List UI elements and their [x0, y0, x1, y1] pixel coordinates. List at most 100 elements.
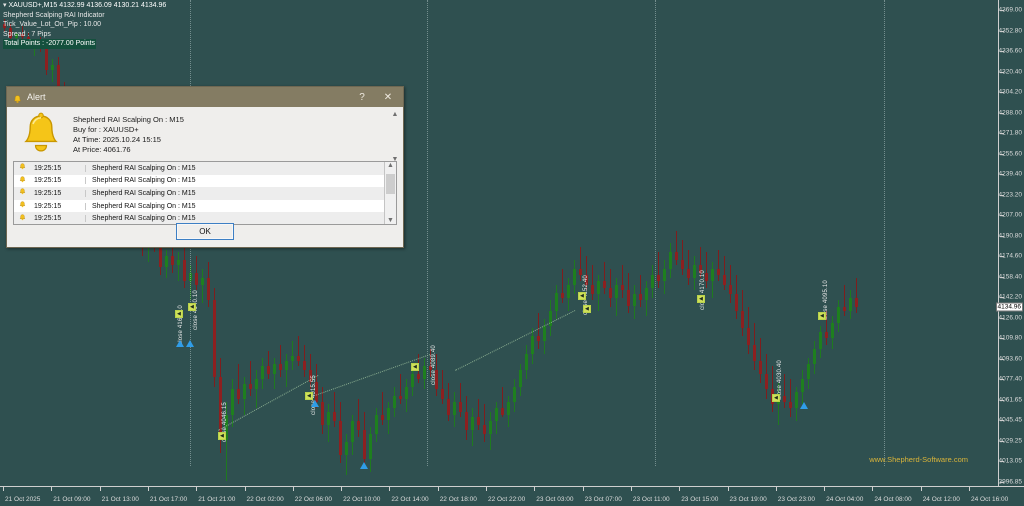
buy-arrow-icon: [176, 340, 184, 347]
alert-list-row[interactable]: 19:25:15 Shepherd RAI Scalping On : M15: [14, 175, 396, 188]
candle-wick: [562, 268, 563, 303]
buy-arrow-icon: [360, 462, 368, 469]
time-axis-tick: [582, 486, 584, 491]
candle-wick: [382, 391, 383, 425]
candle-body: [435, 370, 438, 390]
message-scrollbar[interactable]: ▲ ▼: [390, 111, 400, 163]
candle-body: [537, 335, 540, 342]
chevron-down-icon[interactable]: ▼: [387, 217, 394, 224]
alert-list-row[interactable]: 19:25:15 Shepherd RAI Scalping On : M15: [14, 200, 396, 213]
price-axis-tick: [1000, 71, 1004, 73]
list-scrollbar[interactable]: ▲ ▼: [384, 162, 396, 224]
candle-body: [831, 323, 834, 339]
candle-body: [321, 401, 324, 425]
candle-wick: [334, 391, 335, 428]
candle-body: [213, 300, 216, 377]
candle-wick: [250, 361, 251, 396]
candle-body: [393, 395, 396, 409]
ok-button[interactable]: OK: [176, 223, 234, 240]
candle-body: [645, 287, 648, 301]
chart-gridline: [427, 0, 428, 466]
time-axis-tick: [3, 486, 4, 491]
price-axis-label: 4239.40: [998, 170, 1023, 178]
scrollbar-thumb[interactable]: [386, 174, 395, 194]
price-axis-tick: [1000, 112, 1004, 114]
price-axis-tick: [1000, 10, 1004, 11]
candle-body: [555, 292, 558, 311]
price-axis-tick: [1000, 338, 1004, 340]
alert-row-time: 19:25:15: [30, 164, 86, 172]
alert-msg-line-2: Buy for : XAUUSD+: [73, 125, 139, 134]
candle-body: [21, 34, 24, 37]
candle-body: [747, 328, 750, 345]
candle-body: [795, 391, 798, 409]
triangle-down-icon[interactable]: ▾: [3, 2, 7, 9]
candle-body: [789, 401, 792, 409]
candle-wick: [784, 374, 785, 409]
candle-wick: [718, 249, 719, 282]
candle-wick: [502, 386, 503, 418]
candle-body: [465, 412, 468, 430]
alert-list-row[interactable]: 19:25:15 Shepherd RAI Scalping On : M15: [14, 187, 396, 200]
signal-box: ◀: [697, 295, 705, 303]
candle-body: [687, 268, 690, 278]
candle-body: [423, 366, 426, 380]
chevron-up-icon[interactable]: ▲: [391, 111, 399, 118]
candle-body: [501, 408, 504, 415]
candle-wick: [292, 341, 293, 371]
signal-box: ◀: [772, 394, 780, 402]
signal-box: ◀: [188, 303, 196, 311]
alert-list-row[interactable]: 19:25:15 Shepherd RAI Scalping On : M15: [14, 212, 396, 224]
candle-body: [177, 259, 180, 265]
price-axis-tick: [1000, 30, 1004, 32]
candle-body: [417, 374, 420, 380]
time-axis[interactable]: 21 Oct 2025 21 Oct 09:00 21 Oct 13:00 21 Oc…: [0, 486, 1024, 506]
candle-body: [453, 401, 456, 415]
close-icon[interactable]: ✕: [383, 91, 393, 103]
candle-wick: [484, 404, 485, 443]
chevron-down-icon[interactable]: ▼: [391, 156, 399, 163]
candle-body: [363, 429, 366, 459]
candle-body: [759, 361, 762, 374]
time-axis-tick: [775, 486, 777, 491]
price-axis-tick: [1000, 235, 1004, 237]
candle-body: [237, 389, 240, 400]
alert-list-row[interactable]: 19:25:15 Shepherd RAI Scalping On : M15: [14, 162, 396, 175]
time-axis-label: 23 Oct 15:00: [681, 496, 719, 503]
alert-msg-line-4: At Price: 4061.76: [73, 145, 131, 154]
price-axis-label: 4288.00: [998, 109, 1023, 117]
candle-body: [471, 417, 474, 430]
price-axis-tick: [1000, 399, 1004, 401]
alert-rows-host: 19:25:15 Shepherd RAI Scalping On : M15 19…: [14, 162, 396, 224]
chevron-up-icon[interactable]: ▲: [387, 162, 394, 169]
price-axis-tick: [1000, 420, 1004, 422]
candle-body: [339, 420, 342, 456]
candle-body: [219, 376, 222, 440]
candle-body: [231, 389, 234, 415]
candle-body: [849, 297, 852, 311]
alert-dialog[interactable]: Alert ? ✕ Shepherd RAI Scalping On : M15…: [6, 86, 404, 248]
time-axis-label: 24 Oct 16:00: [971, 496, 1009, 503]
candle-wick: [52, 59, 53, 83]
candle-body: [375, 414, 378, 434]
price-axis[interactable]: 4369.00 4352.80 4336.60 4320.40 4304.20 4288.…: [995, 0, 1024, 486]
alert-titlebar[interactable]: Alert ? ✕: [7, 87, 403, 107]
candle-body: [489, 420, 492, 434]
candle-body: [183, 259, 186, 282]
time-axis-label: 22 Oct 22:00: [488, 496, 526, 503]
candle-wick: [400, 374, 401, 405]
candle-wick: [358, 399, 359, 438]
price-axis-label: 3996.85: [998, 478, 1023, 486]
candle-body: [729, 285, 732, 295]
price-axis-label: 4304.20: [998, 88, 1023, 96]
signal-box: ◀: [305, 392, 313, 400]
candle-body: [525, 353, 528, 371]
help-button[interactable]: ?: [359, 91, 365, 103]
candle-body: [753, 344, 756, 362]
candle-body: [165, 256, 168, 268]
candle-wick: [688, 249, 689, 286]
alert-history-list[interactable]: 19:25:15 Shepherd RAI Scalping On : M15 19…: [13, 161, 397, 225]
time-axis-tick: [630, 486, 632, 491]
time-axis-tick: [292, 486, 294, 491]
candle-body: [783, 395, 786, 402]
